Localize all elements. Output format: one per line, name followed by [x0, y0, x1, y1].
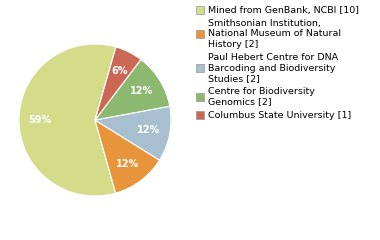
Wedge shape	[95, 60, 170, 120]
Text: 12%: 12%	[137, 125, 160, 135]
Legend: Mined from GenBank, NCBI [10], Smithsonian Institution,
National Museum of Natur: Mined from GenBank, NCBI [10], Smithsoni…	[195, 5, 360, 121]
Text: 6%: 6%	[111, 66, 128, 76]
Wedge shape	[19, 44, 116, 196]
Text: 59%: 59%	[28, 115, 52, 125]
Wedge shape	[95, 106, 171, 160]
Wedge shape	[95, 120, 160, 193]
Wedge shape	[95, 47, 141, 120]
Text: 12%: 12%	[130, 86, 153, 96]
Text: 12%: 12%	[116, 159, 139, 169]
